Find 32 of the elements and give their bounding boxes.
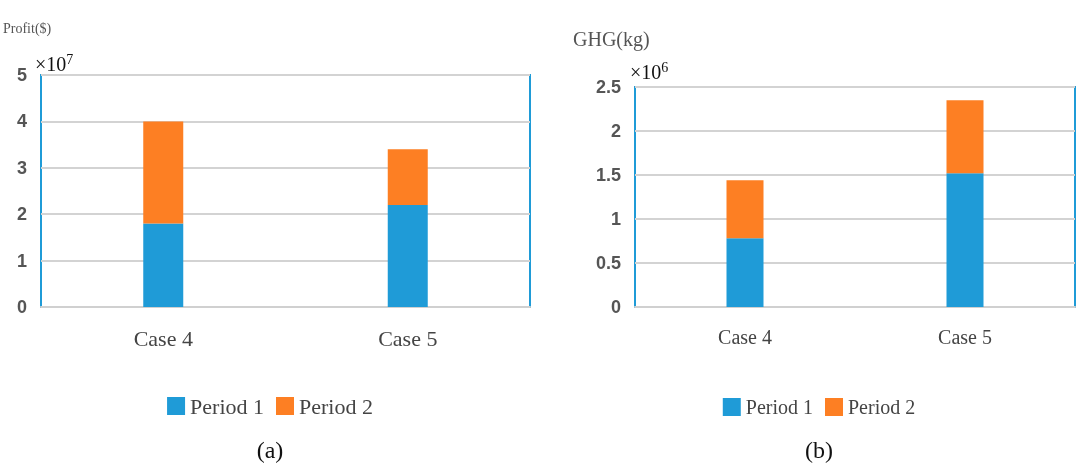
y-axis-title: Profit($) [3, 20, 52, 37]
y-tick-label: 5 [16, 65, 27, 85]
bar [726, 180, 764, 239]
x-tick-label: Case 4 [718, 326, 772, 348]
bar [946, 173, 984, 307]
y-tick-label: 1 [610, 209, 621, 229]
bar [726, 238, 764, 307]
y-tick-label: 4 [16, 111, 27, 132]
x-tick-label: Case 5 [938, 326, 992, 348]
y-tick-label: 3 [16, 157, 27, 178]
x-tick-label: Case 5 [378, 325, 438, 351]
y-axis-title: GHG(kg) [573, 28, 650, 51]
bar [143, 121, 184, 224]
legend-label: Period 1 [190, 393, 265, 419]
legend-label: Period 2 [299, 393, 373, 419]
y-tick-label: 2.5 [595, 77, 621, 97]
y-tick-label: 2 [16, 204, 27, 225]
bar [143, 223, 184, 307]
y-tick-label: 1 [16, 250, 27, 271]
y-tick-label: 0 [610, 297, 621, 317]
text: (a) [256, 437, 284, 463]
bar [946, 100, 984, 174]
text: (b) [805, 437, 833, 463]
legend-label: Period 2 [848, 396, 916, 418]
y-tick-label: 2 [610, 121, 621, 141]
y-tick-label: 1.5 [595, 165, 621, 185]
x-tick-label: Case 4 [133, 325, 193, 351]
y-tick-label: 0 [16, 297, 27, 317]
bar [387, 204, 428, 307]
legend-label: Period 1 [745, 396, 813, 418]
y-tick-label: 0.5 [595, 253, 621, 273]
bar [387, 149, 428, 205]
